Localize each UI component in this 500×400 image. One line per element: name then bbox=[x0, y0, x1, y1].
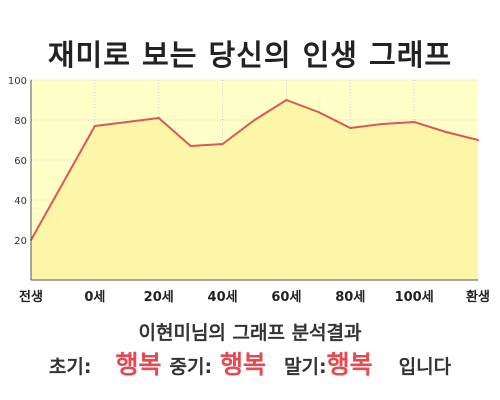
chart-title: 재미로 보는 당신의 인생 그래프 bbox=[47, 38, 453, 72]
y-tick-label: 80 bbox=[14, 116, 27, 127]
early-label: 초기: bbox=[48, 356, 92, 378]
result-heading: 이현미님의 그래프 분석결과 bbox=[138, 322, 362, 344]
data-point bbox=[317, 111, 320, 113]
early-value: 행복 bbox=[115, 350, 162, 379]
data-point bbox=[381, 123, 384, 125]
result-suffix: 입니다 bbox=[398, 356, 452, 378]
y-tick-label: 100 bbox=[8, 76, 27, 87]
late-value: 행복 bbox=[326, 350, 373, 379]
x-tick-label: 20세 bbox=[144, 290, 174, 305]
x-tick-label: 60세 bbox=[271, 290, 301, 305]
y-tick-label: 60 bbox=[14, 156, 27, 167]
data-point bbox=[93, 125, 96, 127]
x-tick-label: 환생 bbox=[466, 289, 490, 305]
result-line: 초기: 행복 중기: 행복 말기:행복 입니다 bbox=[0, 345, 500, 381]
data-point bbox=[445, 131, 448, 133]
middle-label: 중기: bbox=[169, 356, 213, 378]
x-tick-label: 80세 bbox=[335, 290, 365, 305]
data-point bbox=[221, 143, 224, 145]
x-tick-label: 전생 bbox=[19, 289, 43, 305]
x-tick-label: 100세 bbox=[395, 290, 434, 305]
area-fill bbox=[31, 100, 478, 280]
y-tick-label: 40 bbox=[14, 196, 27, 207]
late-label: 말기: bbox=[284, 356, 327, 378]
data-point bbox=[157, 117, 160, 119]
middle-value: 행복 bbox=[220, 350, 267, 379]
y-tick-label: 20 bbox=[14, 236, 27, 247]
data-point bbox=[285, 99, 288, 101]
data-point bbox=[253, 119, 256, 121]
x-tick-label: 0세 bbox=[84, 290, 105, 305]
data-point bbox=[477, 139, 479, 141]
data-point bbox=[189, 145, 192, 147]
data-point bbox=[413, 121, 416, 123]
x-tick-label: 40세 bbox=[208, 290, 238, 305]
data-point bbox=[349, 127, 352, 129]
